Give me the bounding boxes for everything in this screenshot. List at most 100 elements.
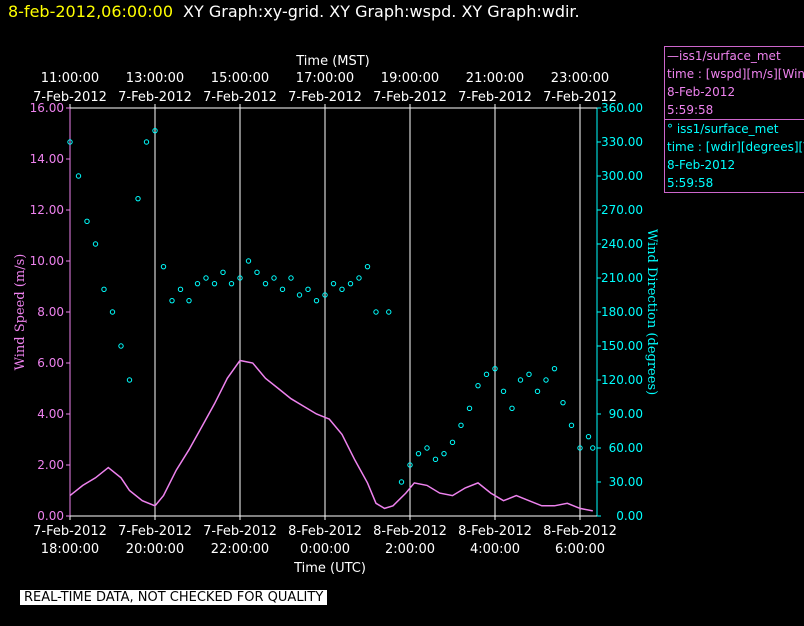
bottom-tick-label-date: 7-Feb-2012	[118, 524, 192, 539]
bottom-tick-label-time: 18:00:00	[41, 542, 99, 557]
wind-direction-point	[126, 377, 133, 383]
wind-direction-point	[560, 399, 566, 406]
wind-direction-point	[135, 195, 141, 202]
wind-direction-point	[313, 297, 320, 304]
legend-wspd-time: 5:59:58	[667, 103, 714, 117]
bottom-axis-ticks: 7-Feb-2012 18:00:00 7-Feb-2012 20:00:00 7-Fe…	[33, 516, 617, 557]
wind-direction-point	[398, 479, 405, 485]
wind-direction-point	[177, 286, 184, 293]
legend: —iss1/surface_met time : [wspd][m/s][Win…	[664, 46, 804, 193]
bottom-tick-label-date: 8-Feb-2012	[458, 524, 532, 539]
wind-direction-point	[356, 275, 362, 281]
top-tick-label-time: 15:00:00	[211, 71, 269, 86]
wind-direction-point	[262, 280, 269, 287]
wind-direction-point	[543, 377, 549, 383]
wind-direction-point	[220, 269, 226, 276]
right-tick-label: 150.00	[601, 339, 643, 353]
bottom-tick-label-time: 2:00:00	[385, 542, 435, 557]
wind-direction-point	[75, 173, 82, 179]
right-tick-label: 90.00	[609, 407, 643, 421]
wind-direction-point	[364, 263, 371, 270]
right-tick-label: 360.00	[601, 101, 643, 115]
bottom-tick-label-date: 8-Feb-2012	[288, 524, 362, 539]
left-tick-label: 6.00	[37, 356, 64, 370]
wind-direction-point	[386, 309, 392, 315]
right-tick-label: 60.00	[609, 441, 643, 455]
wind-speed-series	[69, 359, 593, 512]
left-tick-label: 8.00	[37, 305, 64, 319]
right-tick-label: 240.00	[601, 237, 643, 251]
right-tick-label: 270.00	[601, 203, 643, 217]
left-tick-label: 2.00	[37, 458, 64, 472]
wind-direction-point	[118, 343, 124, 349]
top-tick-label-date: 7-Feb-2012	[288, 90, 362, 105]
quality-warning: REAL-TIME DATA, NOT CHECKED FOR QUALITY	[20, 590, 328, 605]
wind-direction-point	[109, 309, 116, 315]
legend-wdir-date: 8-Feb-2012	[667, 158, 736, 172]
wind-direction-point	[347, 280, 354, 287]
top-tick-label-time: 23:00:00	[551, 71, 609, 86]
header-graph-titles: XY Graph:xy-grid. XY Graph:wspd. XY Grap…	[183, 2, 580, 21]
wind-direction-point	[585, 433, 592, 440]
wind-direction-point	[568, 422, 575, 429]
header-timestamp: 8-feb-2012,06:00:00	[8, 2, 174, 21]
wind-direction-series	[67, 127, 596, 485]
bottom-tick-label-time: 6:00:00	[555, 542, 605, 557]
left-tick-label: 0.00	[37, 509, 64, 523]
top-axis-label: Time (MST)	[295, 54, 370, 69]
header-bar: 8-feb-2012,06:00:00 XY Graph:xy-grid. XY …	[8, 2, 580, 21]
wind-direction-point	[84, 218, 90, 225]
top-tick-label-time: 21:00:00	[466, 71, 524, 86]
left-tick-label: 10.00	[30, 254, 64, 268]
top-tick-label-time: 11:00:00	[41, 71, 99, 86]
wind-direction-point	[186, 297, 192, 304]
wind-direction-point	[67, 139, 73, 145]
wind-direction-point	[441, 450, 447, 457]
wind-direction-point	[322, 292, 328, 298]
wind-direction-point	[305, 286, 311, 293]
wind-direction-point	[432, 456, 439, 463]
top-tick-label-date: 7-Feb-2012	[118, 90, 192, 105]
top-tick-label-date: 7-Feb-2012	[33, 90, 107, 105]
right-tick-label: 0.00	[616, 509, 643, 523]
left-tick-label: 14.00	[30, 152, 64, 166]
top-tick-label-date: 7-Feb-2012	[203, 90, 277, 105]
wind-direction-point	[271, 275, 277, 281]
top-tick-label-time: 19:00:00	[381, 71, 439, 86]
legend-wdir-field: time : [wdir][degrees][V	[667, 140, 804, 154]
legend-wdir-time: 5:59:58	[667, 176, 714, 190]
wind-direction-point	[254, 269, 260, 276]
bottom-tick-label-time: 4:00:00	[470, 542, 520, 557]
wind-direction-point	[237, 275, 243, 281]
legend-wspd: —iss1/surface_met time : [wspd][m/s][Win…	[665, 47, 804, 120]
right-tick-label: 210.00	[601, 271, 643, 285]
grid-lines	[69, 107, 598, 517]
wind-direction-point	[101, 286, 107, 293]
wind-direction-point	[194, 280, 201, 287]
legend-wdir-name: ° iss1/surface_met	[667, 122, 779, 136]
wind-direction-point	[373, 309, 379, 315]
bottom-tick-label-time: 22:00:00	[211, 542, 269, 557]
wind-direction-point	[339, 286, 345, 293]
legend-wspd-field: time : [wspd][m/s][Wind	[667, 67, 804, 81]
bottom-tick-label-time: 0:00:00	[300, 542, 350, 557]
left-axis-ticks: 0.00 2.00 4.00 6.00 8.00 10.00 12.00 14.00 16.00	[30, 101, 70, 523]
legend-wspd-name: —iss1/surface_met	[667, 49, 781, 63]
wind-direction-point	[517, 377, 524, 383]
wind-direction-point	[330, 280, 337, 287]
wind-direction-point	[245, 258, 252, 264]
wind-direction-point	[92, 241, 99, 247]
wind-direction-point	[534, 388, 541, 395]
right-tick-label: 120.00	[601, 373, 643, 387]
wind-direction-point	[143, 139, 150, 145]
wind-direction-point	[458, 422, 464, 429]
wind-direction-point	[492, 365, 498, 372]
wind-direction-point	[483, 371, 490, 378]
wind-direction-point	[551, 365, 558, 372]
wind-direction-point	[466, 405, 473, 412]
bottom-tick-label-date: 7-Feb-2012	[203, 524, 277, 539]
wind-direction-point	[526, 371, 532, 378]
wind-direction-point	[509, 405, 515, 412]
left-tick-label: 4.00	[37, 407, 64, 421]
